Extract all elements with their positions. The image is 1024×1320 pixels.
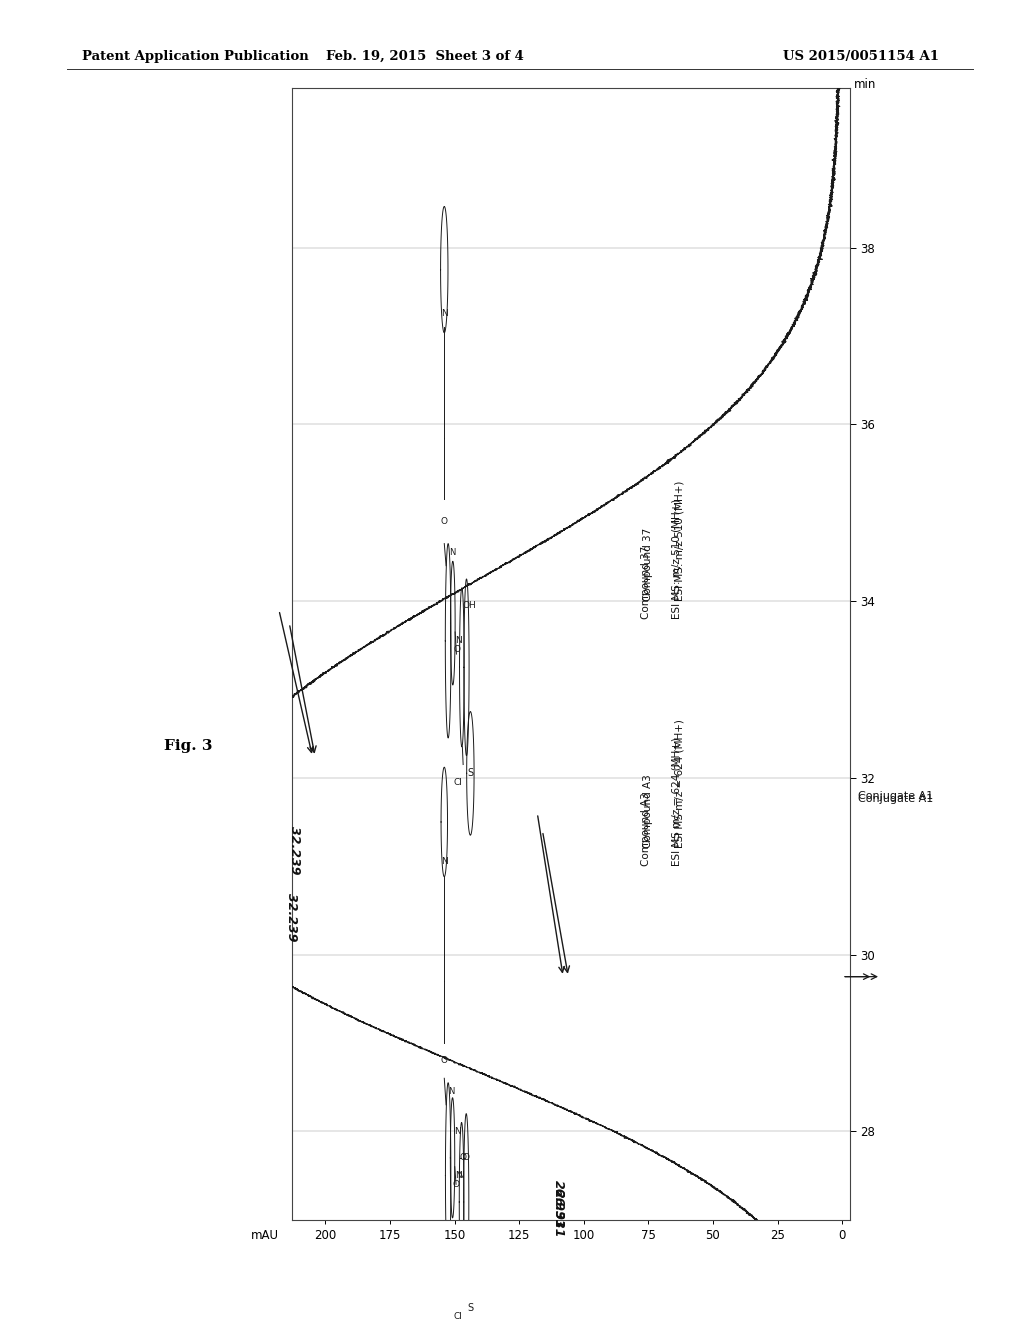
Text: Patent Application Publication: Patent Application Publication	[82, 50, 308, 63]
Text: Compound A3: Compound A3	[641, 792, 651, 866]
Text: Cl: Cl	[454, 1312, 463, 1320]
Text: Conjugate A1: Conjugate A1	[858, 791, 933, 801]
Text: N: N	[455, 1127, 462, 1135]
Text: N: N	[457, 1171, 464, 1180]
Text: O: O	[454, 645, 460, 655]
Text: 32.239: 32.239	[286, 892, 298, 941]
Text: Fig. 3: Fig. 3	[164, 739, 212, 752]
Text: Compound 37: Compound 37	[641, 545, 651, 619]
Text: ESI MS: m/z 510 (MH+): ESI MS: m/z 510 (MH+)	[675, 480, 684, 601]
Text: S: S	[467, 1303, 473, 1313]
Text: ESI MS: m/z 510 (MH+): ESI MS: m/z 510 (MH+)	[672, 499, 682, 619]
Text: O: O	[460, 1154, 467, 1163]
Text: N: N	[441, 309, 447, 318]
Text: Feb. 19, 2015  Sheet 3 of 4: Feb. 19, 2015 Sheet 3 of 4	[326, 50, 524, 63]
Text: O: O	[440, 1056, 447, 1065]
Text: O: O	[453, 1180, 460, 1189]
Text: min: min	[854, 78, 877, 91]
Text: N: N	[441, 857, 447, 866]
Text: 32.239: 32.239	[288, 826, 301, 875]
Text: Cl: Cl	[454, 777, 463, 787]
Text: N: N	[449, 548, 456, 557]
Text: 26.931: 26.931	[552, 1189, 564, 1237]
Text: 26.931: 26.931	[552, 1180, 564, 1229]
Text: O: O	[440, 517, 447, 525]
Text: US 2015/0051154 A1: US 2015/0051154 A1	[783, 50, 939, 63]
Text: Conjugate A1: Conjugate A1	[858, 793, 933, 804]
Text: ESI MS m/z = 624 (MH+): ESI MS m/z = 624 (MH+)	[672, 738, 682, 866]
Text: ESI MS m/z = 624 (MH+): ESI MS m/z = 624 (MH+)	[675, 719, 684, 849]
Text: Compound A3: Compound A3	[643, 775, 653, 849]
Text: mAU: mAU	[251, 1229, 279, 1242]
Text: N: N	[456, 636, 462, 645]
Text: N: N	[449, 1088, 455, 1096]
Text: OH: OH	[463, 601, 476, 610]
Text: S: S	[467, 768, 473, 779]
Text: N: N	[455, 1171, 462, 1180]
Text: Compound 37: Compound 37	[643, 528, 653, 601]
Text: O: O	[463, 1154, 469, 1163]
